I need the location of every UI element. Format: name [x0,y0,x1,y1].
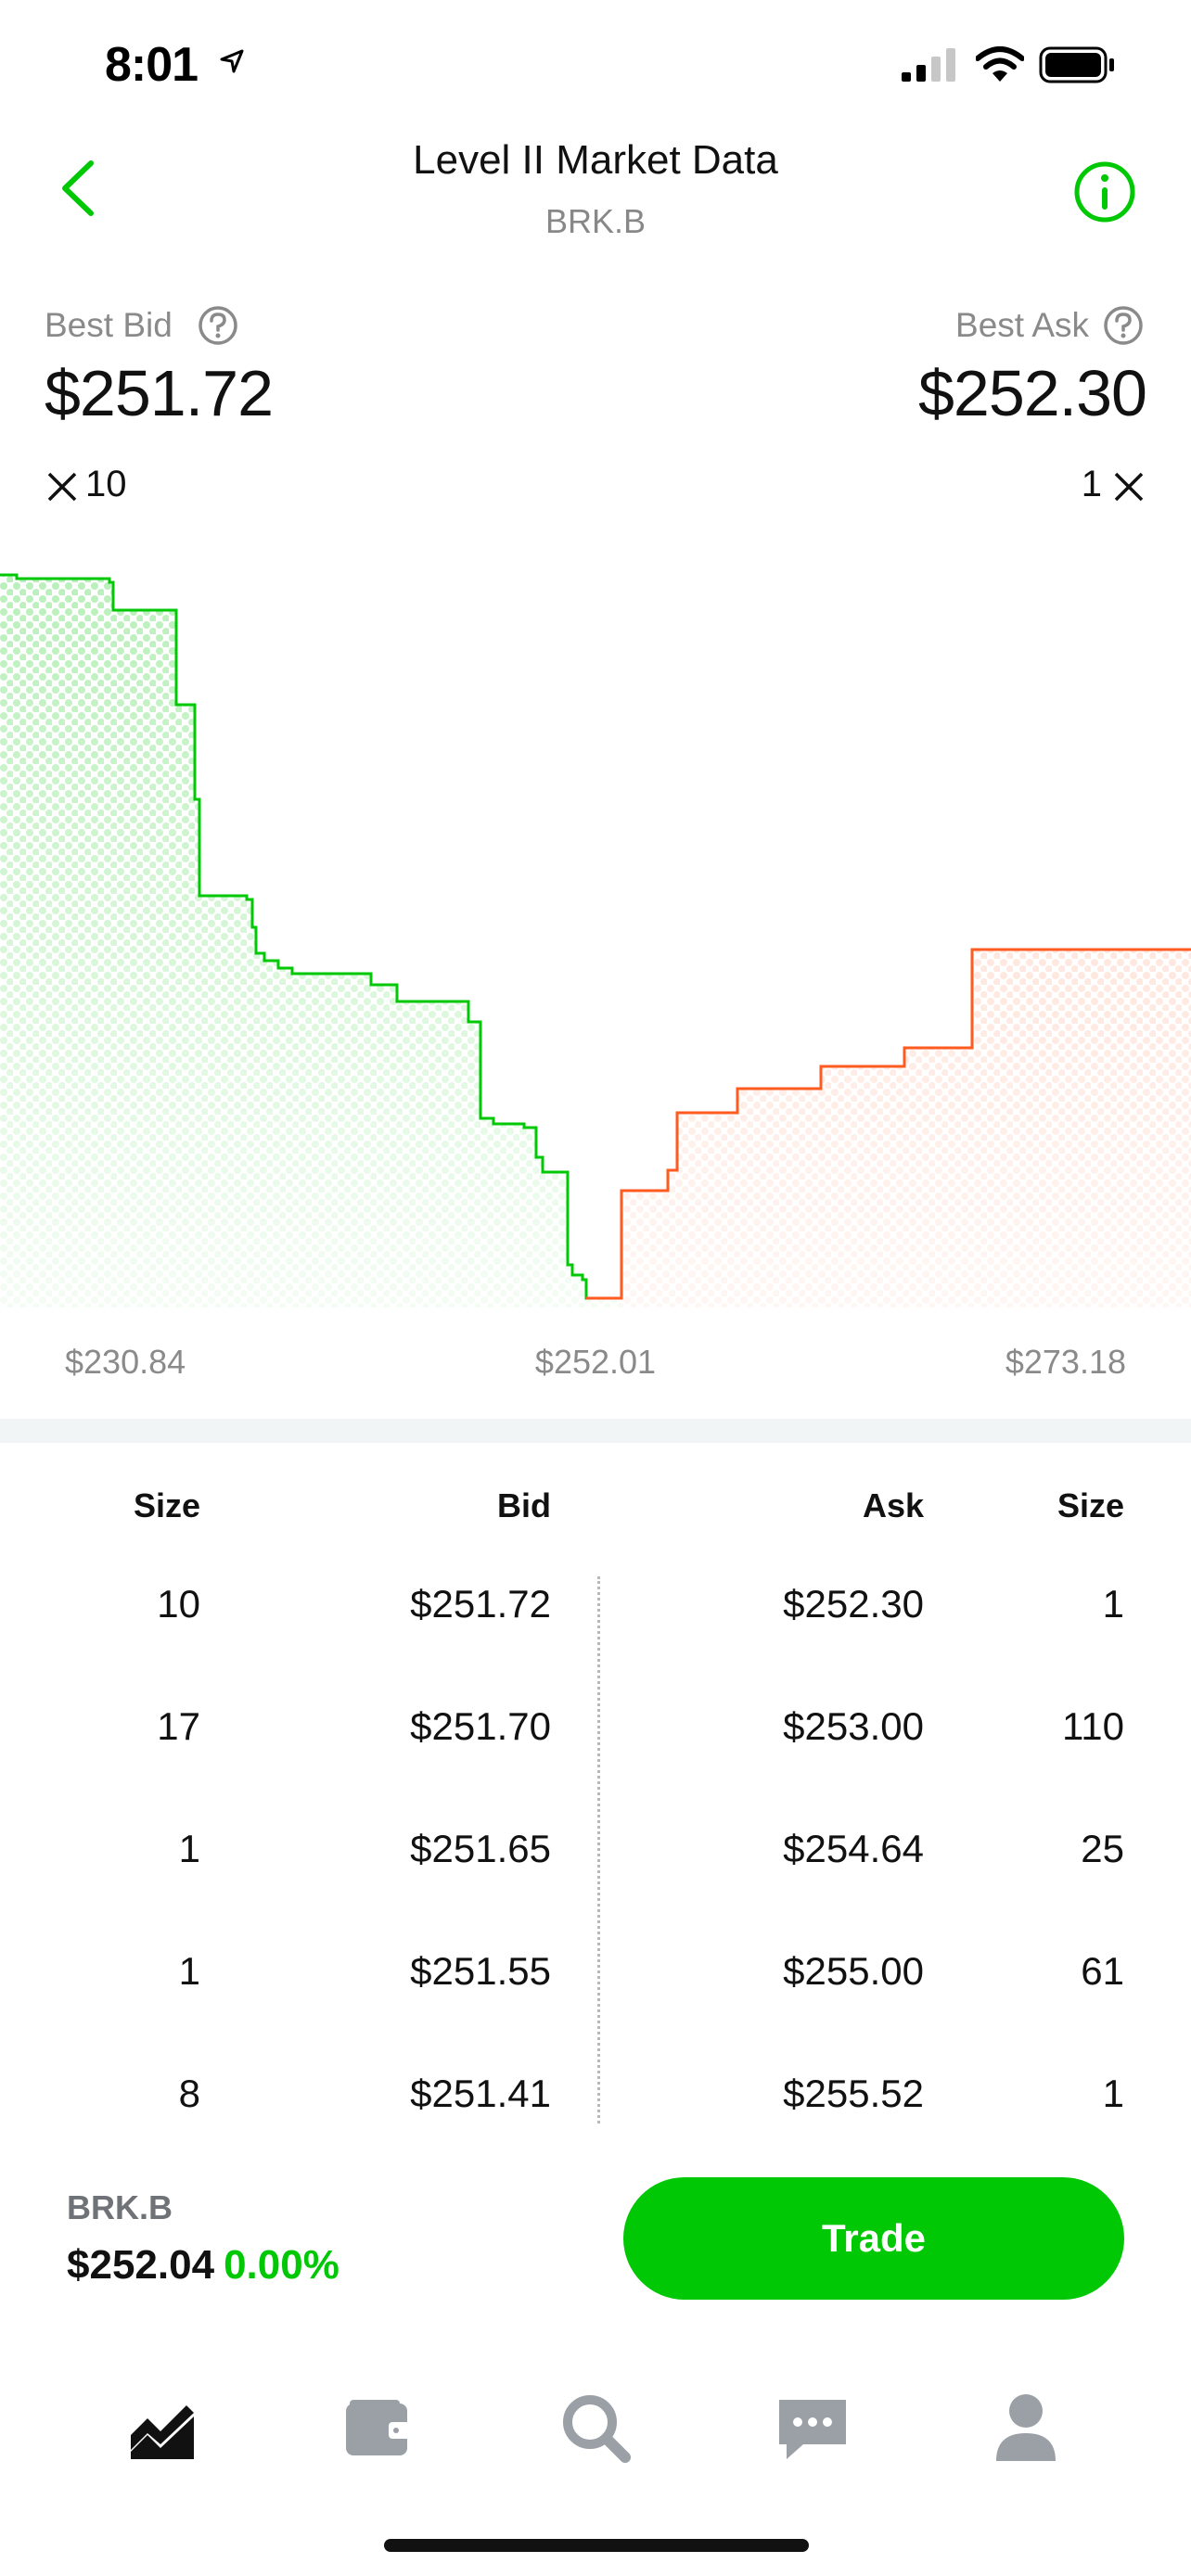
cell-ask-price: $255.00 [783,1949,924,1993]
multiply-icon-bid [47,472,77,502]
best-ask-label: Best Ask [955,306,1089,344]
footer-ticker: BRK.B [67,2188,173,2226]
home-indicator [384,2539,809,2552]
battery-icon [1039,46,1114,83]
cell-bid-price: $251.70 [410,1704,551,1748]
location-arrow-icon [220,49,244,73]
depth-chart[interactable] [0,556,1191,1307]
footer-change: 0.00% [224,2242,339,2288]
best-bid-size: 10 [85,464,127,504]
cell-bid-price: $251.41 [410,2072,551,2115]
cell-bid-price: $251.72 [410,1582,551,1626]
axis-price-mid: $252.01 [534,1343,657,1381]
help-icon-bid[interactable] [197,304,239,347]
chart-icon[interactable] [116,2381,209,2474]
messages-icon[interactable] [766,2381,859,2474]
best-bid-label: Best Bid [45,306,173,344]
info-icon[interactable] [1072,159,1137,224]
cell-bid-size: 10 [157,1582,200,1626]
status-time: 8:01 [105,38,198,92]
cell-ask-size: 110 [1062,1704,1124,1748]
cell-ask-size: 61 [1081,1949,1124,1993]
help-icon-ask[interactable] [1102,304,1145,347]
multiply-icon-ask [1114,472,1144,502]
cell-bid-size: 17 [157,1704,200,1748]
cell-ask-price: $253.00 [783,1704,924,1748]
col-ask-size: Size [1057,1486,1124,1524]
best-ask-size: 1 [1081,464,1102,504]
footer-price: $252.04 [67,2242,215,2288]
cell-ask-size: 1 [1102,2072,1124,2115]
trade-button[interactable]: Trade [623,2177,1124,2300]
best-bid-price: $251.72 [45,357,274,429]
bid-depth-area [0,556,621,1307]
cell-bid-size: 1 [178,1949,200,1993]
ask-depth-area [586,556,1191,1307]
col-ask: Ask [862,1486,924,1524]
cell-bid-size: 1 [178,1827,200,1870]
axis-price-low: $230.84 [65,1343,186,1381]
cell-bid-price: $251.55 [410,1949,551,1993]
cell-bid-price: $251.65 [410,1827,551,1870]
section-divider [0,1419,1191,1443]
best-ask-price: $252.30 [917,357,1147,429]
cell-ask-price: $252.30 [783,1582,924,1626]
cell-ask-price: $254.64 [783,1827,924,1870]
cell-ask-size: 25 [1081,1827,1124,1870]
search-icon[interactable] [549,2381,642,2474]
back-chevron-icon[interactable] [58,158,98,219]
book-separator [597,1576,600,2123]
col-bid-size: Size [133,1486,200,1524]
cellular-signal-icon [902,48,955,82]
wifi-icon [976,46,1024,82]
cell-ask-size: 1 [1102,1582,1124,1626]
cell-bid-size: 8 [178,2072,200,2115]
page-subtitle-ticker: BRK.B [544,202,647,240]
page-title: Level II Market Data [413,137,778,183]
cell-ask-price: $255.52 [783,2072,924,2115]
account-icon[interactable] [980,2381,1072,2474]
col-bid: Bid [497,1486,551,1524]
footer-quote: $252.04 0.00% [67,2242,339,2289]
axis-price-high: $273.18 [1005,1343,1126,1381]
wallet-icon[interactable] [331,2381,424,2474]
